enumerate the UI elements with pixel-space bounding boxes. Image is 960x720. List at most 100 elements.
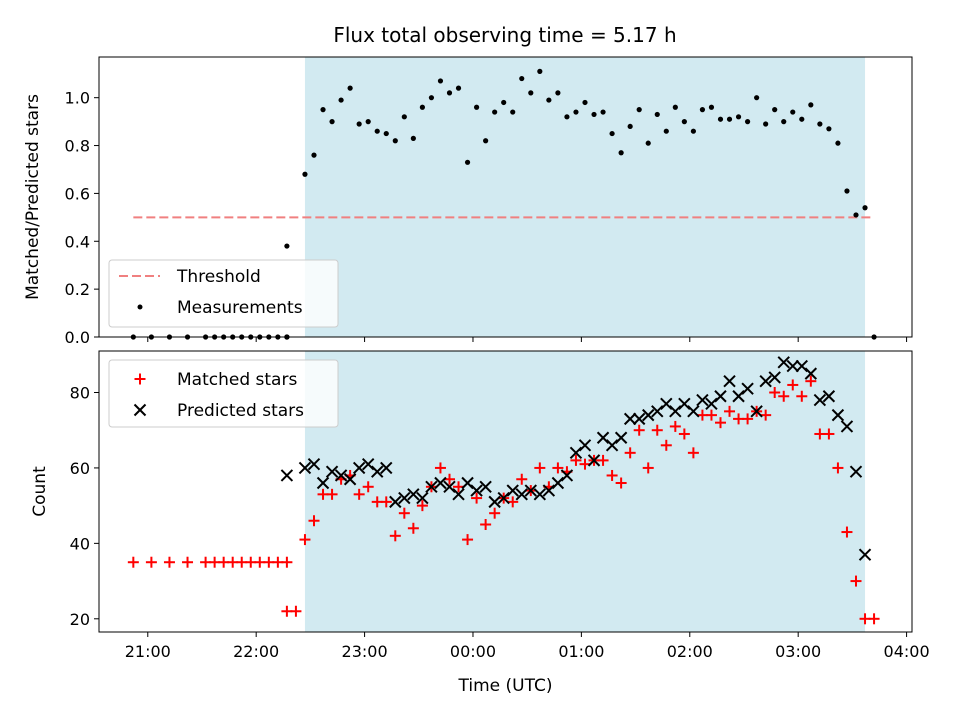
measurement-point [582,99,588,106]
matched-star-point [353,488,365,500]
matched-star-point [290,605,302,617]
predicted-star-point-b [307,457,321,471]
predicted-star-point [479,480,492,493]
predicted-star-point [506,484,519,497]
matched-star-point [489,507,501,519]
predicted-star-point [651,405,664,418]
predicted-star-point [578,439,592,452]
predicted-star-point [380,461,393,475]
predicted-star-point-b [425,480,438,493]
predicted-star-point [669,405,682,418]
measurement-point [754,95,760,101]
measurement-point [492,109,498,115]
matched-star-point [778,390,790,402]
measurement-point [799,116,805,122]
observing-window-shade-top [304,57,866,337]
predicted-star-point [452,488,465,501]
legend-matched-label: Matched stars [177,370,297,390]
x-tick-label: 22:00 [233,642,279,661]
measurement-point [835,140,841,146]
matched-star-point [787,379,799,391]
predicted-star-point-b [696,393,709,407]
y-tick-label-bottom: 60 [70,459,90,478]
predicted-star-point-b [506,484,519,497]
y-tick-label-top: 0.4 [65,232,90,251]
predicted-star-point-b [669,405,682,418]
measurement-point [284,243,290,249]
predicted-star-point-b [298,461,312,475]
predicted-star-point [786,359,799,373]
matched-star-point [660,439,672,451]
predicted-star-point-b [461,476,474,490]
y-axis-label-top: Matched/Predicted stars [23,94,43,300]
measurement-point [591,111,597,118]
measurement-point [645,140,651,146]
measurement-point [419,104,425,110]
predicted-star-point [307,457,321,471]
matched-star-point [453,481,465,493]
predicted-star-point-b [840,420,854,433]
matched-star-point [145,556,157,568]
measurement-point [699,107,706,113]
predicted-star-point [696,393,709,407]
measurement-point [790,109,796,115]
legend-measurements-label: Measurements [177,298,303,318]
measurement-point [636,107,642,113]
predicted-star-point [660,397,673,411]
predicted-star-point [750,405,763,418]
predicted-star-point [687,405,700,418]
predicted-star-point [316,476,330,490]
legend-predicted-marker-b [133,403,147,417]
y-tick-label-top: 0.2 [65,280,90,299]
predicted-star-point-b [605,439,619,452]
measurement-point [690,128,696,134]
matched-star-point [724,405,736,417]
matched-star-point [127,556,139,568]
legend-bottom: Matched stars Predicted stars [108,359,339,428]
matched-star-point [308,515,320,527]
predicted-star-point [488,495,501,509]
matched-star-point [606,469,618,481]
predicted-star-point-b [479,480,492,493]
measurement-point [717,116,724,122]
matched-star-point [832,462,844,474]
predicted-star-point [732,390,745,403]
predicted-star-point-b [380,461,393,475]
measurement-point [826,126,832,132]
matched-star-point [841,526,853,538]
predicted-star-point-b [596,431,610,444]
y-tick-label-bottom: 20 [70,610,90,629]
x-tick-label: 04:00 [884,642,930,661]
predicted-star-point-b [389,495,402,509]
predicted-star-point [605,439,619,452]
predicted-star-point-b [488,495,501,509]
predicted-star-point [524,484,538,497]
measurement-point [844,188,850,194]
y-tick-label-top: 0.8 [65,137,90,156]
matched-star-point [579,458,591,470]
legend-box-bottom [108,359,339,428]
predicted-star-point [533,488,547,501]
matched-star-point [416,500,428,512]
legend-matched-marker [134,373,146,385]
measurement-point [708,104,715,110]
predicted-star-point-b [822,390,836,403]
predicted-star-point-b [569,446,583,460]
matched-star-point [389,530,401,542]
legend-box-top [108,259,339,328]
predicted-star-point [334,469,348,482]
predicted-star-point [515,488,528,501]
predicted-star-point [425,480,438,493]
measurement-point [483,138,489,144]
y-tick-label-bottom: 80 [70,383,90,402]
predicted-star-point [632,412,646,426]
x-axis-label: Time (UTC) [458,676,553,696]
predicted-star-point [678,397,691,411]
matched-star-point [796,390,808,402]
measurement-point [817,121,823,127]
predicted-star-point [497,491,510,505]
measurement-point [781,119,787,125]
predicted-star-point-b [316,476,330,490]
measurement-point [862,205,868,211]
predicted-star-point [759,374,772,388]
